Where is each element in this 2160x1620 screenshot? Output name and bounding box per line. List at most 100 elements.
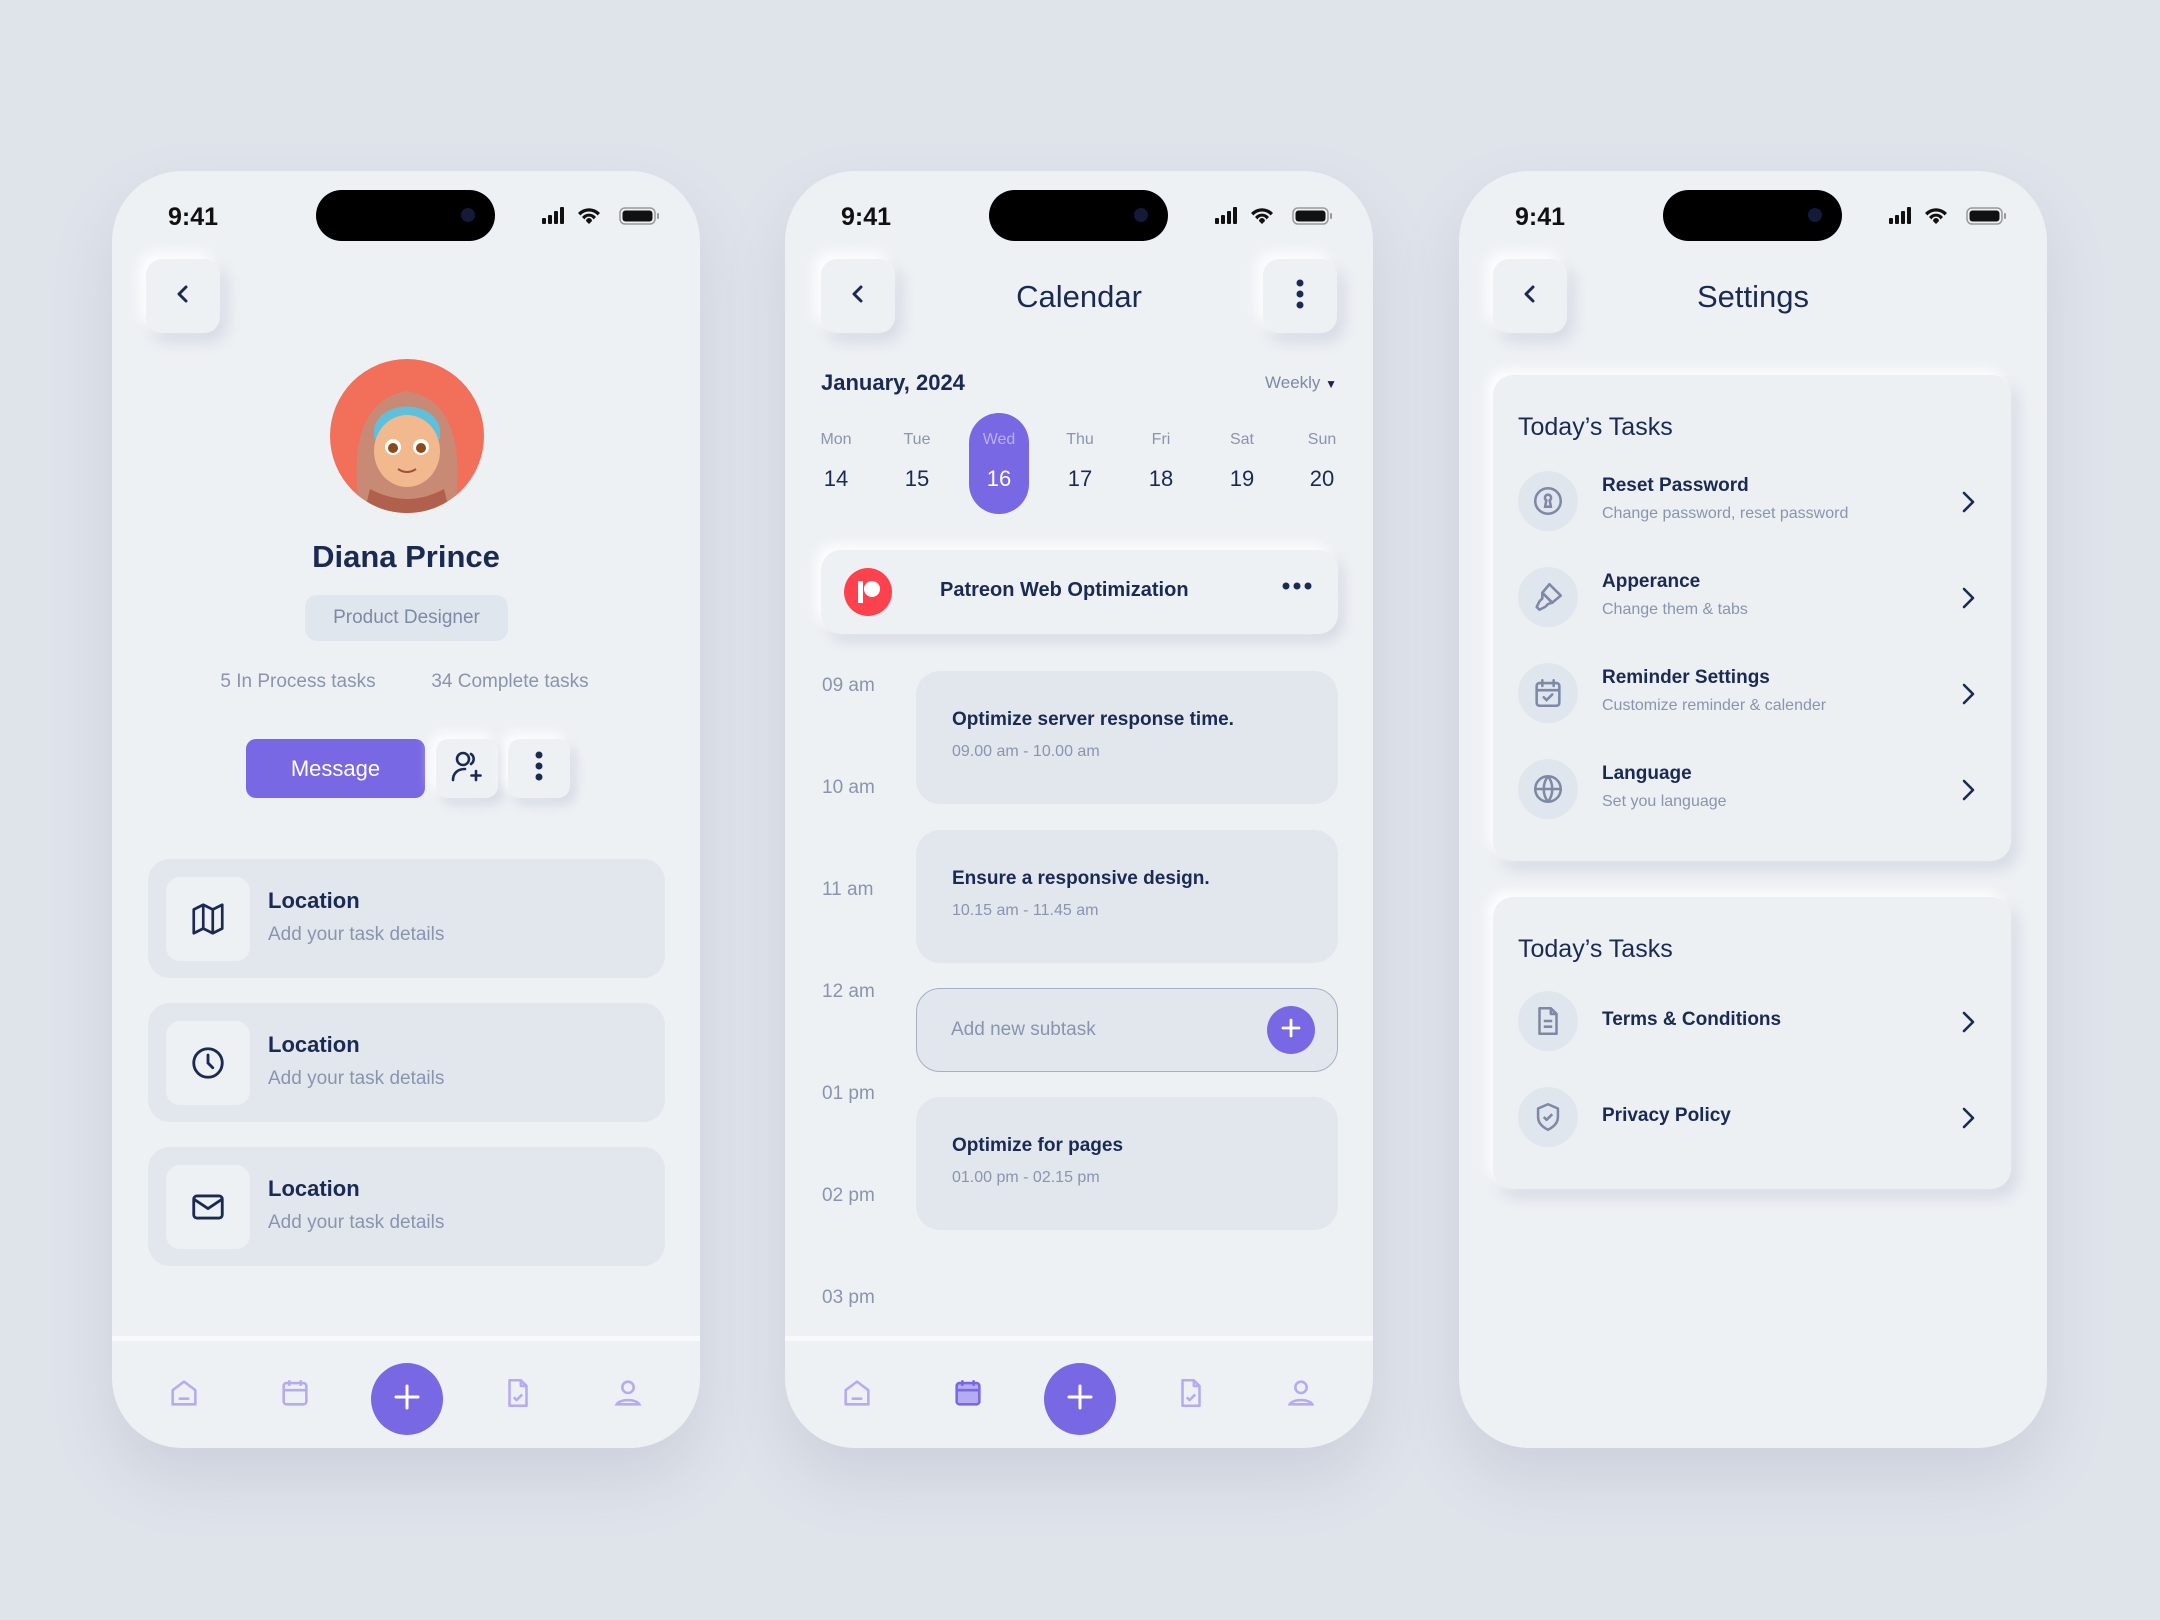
plus-icon bbox=[1066, 1383, 1094, 1416]
chevron-right-icon bbox=[1957, 681, 1979, 712]
card-subtitle: Add your task details bbox=[268, 1068, 445, 1089]
calendar-check-icon bbox=[1518, 663, 1578, 723]
project-card[interactable]: Patreon Web Optimization bbox=[821, 550, 1338, 634]
nav-document-check[interactable] bbox=[498, 1375, 538, 1415]
day-number: 20 bbox=[1309, 466, 1335, 491]
settings-row-terms-conditions[interactable]: Terms & Conditions bbox=[1493, 976, 2011, 1066]
status-icons bbox=[1215, 205, 1335, 227]
chevron-right-icon bbox=[1957, 585, 1979, 616]
day-number: 14 bbox=[823, 466, 849, 491]
settings-section: Today’s Tasks Reset Password Change passwo… bbox=[1493, 375, 2011, 861]
day-number: 18 bbox=[1148, 466, 1174, 491]
task-title: Optimize server response time. bbox=[952, 709, 1234, 730]
plus-icon bbox=[1280, 1017, 1302, 1044]
day-wed[interactable]: Wed 16 bbox=[969, 413, 1029, 514]
day-number: 17 bbox=[1067, 466, 1093, 491]
more-vertical-icon bbox=[1296, 279, 1304, 314]
home-icon bbox=[167, 1376, 201, 1415]
add-button[interactable] bbox=[1044, 1363, 1116, 1435]
day-label: Mon bbox=[820, 431, 852, 448]
role-badge: Product Designer bbox=[305, 595, 508, 641]
task-detail-card[interactable]: Location Add your task details bbox=[148, 859, 665, 978]
profile-name: Diana Prince bbox=[312, 539, 500, 574]
profile-screen: 9:41 Diana Prince Product Designer 5 In … bbox=[112, 171, 700, 1448]
more-horizontal-icon[interactable] bbox=[1282, 578, 1312, 596]
page-title: Settings bbox=[1696, 279, 1809, 314]
row-subtitle: Change them & tabs bbox=[1602, 601, 1748, 618]
status-time: 9:41 bbox=[1515, 203, 1566, 231]
settings-section: Today’s Tasks Terms & Conditions Privacy P… bbox=[1493, 897, 2011, 1189]
card-subtitle: Add your task details bbox=[268, 1212, 445, 1233]
nav-user[interactable] bbox=[608, 1375, 648, 1415]
nav-home[interactable] bbox=[837, 1375, 877, 1415]
task-time: 01.00 pm - 02.15 pm bbox=[952, 1169, 1100, 1186]
keyhole-icon bbox=[1518, 471, 1578, 531]
settings-row-language[interactable]: Language Set you language bbox=[1493, 744, 2011, 834]
complete-stat: 34 Complete tasks bbox=[431, 671, 589, 692]
settings-row-apperance[interactable]: Apperance Change them & tabs bbox=[1493, 552, 2011, 642]
row-title: Reset Password bbox=[1602, 475, 1749, 496]
message-button[interactable]: Message bbox=[246, 739, 425, 798]
nav-document-check[interactable] bbox=[1171, 1375, 1211, 1415]
time-label: 12 am bbox=[822, 981, 875, 1002]
chevron-right-icon bbox=[1957, 489, 1979, 520]
settings-row-reset-password[interactable]: Reset Password Change password, reset pas… bbox=[1493, 456, 2011, 546]
day-label: Fri bbox=[1151, 431, 1171, 448]
chevron-left-icon bbox=[846, 282, 870, 311]
more-button[interactable] bbox=[508, 739, 570, 798]
add-user-button[interactable] bbox=[436, 739, 498, 798]
page-title: Calendar bbox=[1016, 279, 1142, 314]
row-subtitle: Set you language bbox=[1602, 793, 1727, 810]
view-label: Weekly bbox=[1265, 373, 1321, 392]
document-check-icon bbox=[1174, 1376, 1208, 1415]
chevron-right-icon bbox=[1957, 1009, 1979, 1040]
row-title: Terms & Conditions bbox=[1602, 1009, 1782, 1030]
day-number: 15 bbox=[904, 466, 930, 491]
settings-row-reminder-settings[interactable]: Reminder Settings Customize reminder & ca… bbox=[1493, 648, 2011, 738]
nav-calendar[interactable] bbox=[948, 1375, 988, 1415]
day-fri[interactable]: Fri 18 bbox=[1131, 413, 1191, 514]
avatar bbox=[330, 359, 484, 513]
bottom-nav bbox=[785, 1336, 1373, 1448]
day-tue[interactable]: Tue 15 bbox=[887, 413, 947, 514]
nav-home[interactable] bbox=[164, 1375, 204, 1415]
time-label: 02 pm bbox=[822, 1185, 875, 1206]
time-label: 03 pm bbox=[822, 1287, 875, 1308]
task-detail-card[interactable]: Location Add your task details bbox=[148, 1003, 665, 1122]
time-label: 10 am bbox=[822, 777, 875, 798]
task-card[interactable]: Optimize for pages 01.00 pm - 02.15 pm bbox=[916, 1097, 1338, 1230]
settings-row-privacy-policy[interactable]: Privacy Policy bbox=[1493, 1072, 2011, 1162]
back-button[interactable] bbox=[1493, 259, 1567, 333]
add-subtask-button[interactable] bbox=[1267, 1006, 1315, 1054]
row-title: Reminder Settings bbox=[1602, 667, 1770, 688]
map-icon bbox=[166, 877, 250, 961]
task-card[interactable]: Optimize server response time. 09.00 am -… bbox=[916, 671, 1338, 804]
calendar-screen: 9:41 Calendar January, 2024 Weekly ▼ Mon… bbox=[785, 171, 1373, 1448]
paint-brush-icon bbox=[1518, 567, 1578, 627]
add-button[interactable] bbox=[371, 1363, 443, 1435]
dynamic-island bbox=[316, 190, 495, 241]
day-thu[interactable]: Thu 17 bbox=[1050, 413, 1110, 514]
chevron-right-icon bbox=[1957, 1105, 1979, 1136]
task-card[interactable]: Ensure a responsive design. 10.15 am - 11… bbox=[916, 830, 1338, 963]
day-label: Tue bbox=[903, 431, 931, 448]
caret-down-icon: ▼ bbox=[1325, 377, 1338, 391]
add-user-icon bbox=[450, 749, 484, 788]
nav-calendar[interactable] bbox=[275, 1375, 315, 1415]
back-button[interactable] bbox=[146, 259, 220, 333]
task-detail-card[interactable]: Location Add your task details bbox=[148, 1147, 665, 1266]
day-sun[interactable]: Sun 20 bbox=[1292, 413, 1352, 514]
status-icons bbox=[542, 205, 662, 227]
back-button[interactable] bbox=[821, 259, 895, 333]
more-button[interactable] bbox=[1263, 259, 1337, 333]
time-label: 11 am bbox=[822, 879, 874, 900]
calendar-icon bbox=[278, 1376, 312, 1415]
day-sat[interactable]: Sat 19 bbox=[1212, 413, 1272, 514]
dynamic-island bbox=[1663, 190, 1842, 241]
view-dropdown[interactable]: Weekly ▼ bbox=[1265, 373, 1337, 393]
subtask-input[interactable] bbox=[951, 989, 1251, 1070]
nav-user[interactable] bbox=[1281, 1375, 1321, 1415]
section-title: Today’s Tasks bbox=[1518, 413, 1673, 441]
day-mon[interactable]: Mon 14 bbox=[806, 413, 866, 514]
row-subtitle: Change password, reset password bbox=[1602, 505, 1849, 522]
